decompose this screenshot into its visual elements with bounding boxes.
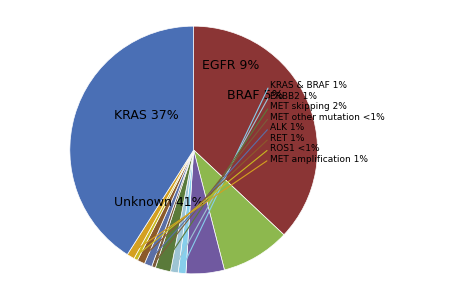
- Wedge shape: [137, 150, 194, 264]
- Wedge shape: [186, 150, 225, 274]
- Wedge shape: [194, 26, 318, 235]
- Text: ALK 1%: ALK 1%: [271, 123, 305, 132]
- Wedge shape: [134, 150, 194, 260]
- Text: BRAF 5%: BRAF 5%: [228, 89, 284, 102]
- Text: Unknown 41%: Unknown 41%: [114, 196, 204, 208]
- Wedge shape: [152, 150, 194, 268]
- Text: RET 1%: RET 1%: [271, 134, 305, 143]
- Wedge shape: [145, 150, 194, 266]
- Wedge shape: [178, 150, 194, 274]
- Text: ERBB2 1%: ERBB2 1%: [271, 92, 318, 100]
- Wedge shape: [194, 150, 284, 270]
- Text: KRAS 37%: KRAS 37%: [114, 109, 179, 122]
- Text: MET skipping 2%: MET skipping 2%: [271, 102, 347, 111]
- Text: KRAS & BRAF 1%: KRAS & BRAF 1%: [271, 81, 347, 90]
- Text: ROS1 <1%: ROS1 <1%: [271, 144, 320, 153]
- Wedge shape: [70, 26, 194, 255]
- Text: EGFR 9%: EGFR 9%: [202, 59, 259, 72]
- Wedge shape: [171, 150, 194, 273]
- Wedge shape: [155, 150, 194, 272]
- Text: MET amplification 1%: MET amplification 1%: [271, 155, 368, 164]
- Text: MET other mutation <1%: MET other mutation <1%: [271, 113, 385, 122]
- Wedge shape: [128, 150, 194, 259]
